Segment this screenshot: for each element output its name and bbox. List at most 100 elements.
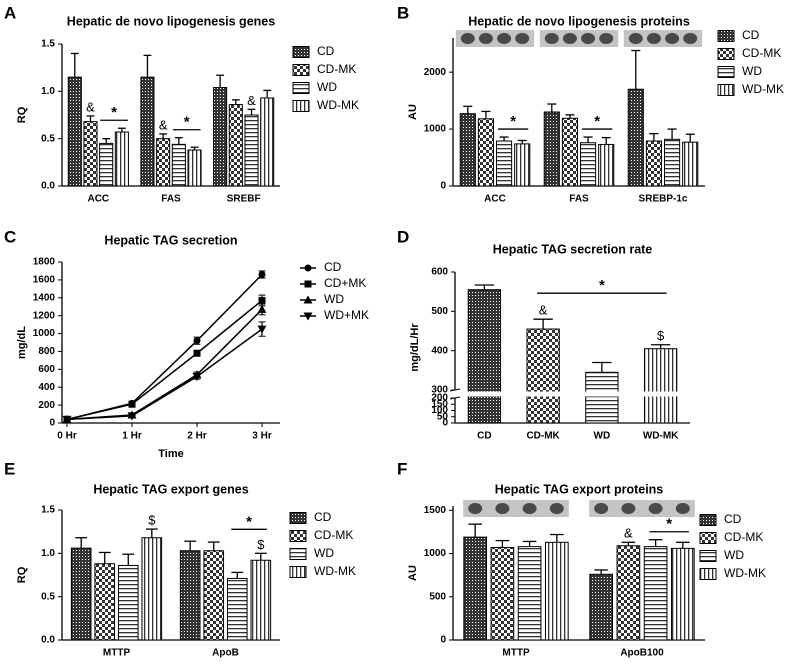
y-tick-label: 50 <box>437 411 449 422</box>
legend-swatch <box>717 84 735 96</box>
legend-label: CD <box>314 510 332 524</box>
bar <box>585 371 619 424</box>
blot-strip <box>623 30 703 47</box>
x-tick-label: CD-MK <box>526 431 560 442</box>
x-tick-label: WD-MK <box>643 431 679 442</box>
y-tick-label: 1600 <box>33 275 56 286</box>
blot-strip <box>589 500 695 517</box>
y-tick-label: 800 <box>38 346 55 357</box>
bar <box>67 76 82 187</box>
blot-band <box>648 503 663 514</box>
legend-label: WD-MK <box>742 82 784 96</box>
legend-label: WD-MK <box>724 566 766 580</box>
annotation: * <box>246 513 252 530</box>
panel: C Hepatic TAG secretion mg/dL 0 200 400 600 800… <box>4 227 369 459</box>
blot-band <box>549 503 564 514</box>
annotation: * <box>510 113 516 130</box>
x-tick-label: ACC <box>87 194 109 205</box>
blot-band <box>497 33 512 44</box>
y-tick-label: 500 <box>431 306 448 317</box>
bar <box>526 328 560 424</box>
marker <box>127 412 137 421</box>
legend-label: CD <box>324 260 342 274</box>
legend-label: CD-MK <box>317 62 356 76</box>
bar <box>589 573 614 641</box>
marker <box>258 271 266 279</box>
y-tick-label: 100 <box>431 405 448 416</box>
bar <box>70 547 92 641</box>
bar <box>140 76 155 187</box>
legend-swatch <box>699 532 717 544</box>
bar <box>682 141 699 187</box>
bar <box>496 140 513 187</box>
annotation: & <box>86 99 95 114</box>
blot-band <box>621 503 636 514</box>
y-tick-label: 1200 <box>33 310 56 321</box>
legend-swatch <box>289 566 307 578</box>
annotation: $ <box>257 537 265 552</box>
y-tick-label: 600 <box>431 267 448 278</box>
marker <box>257 325 267 334</box>
x-tick-label: ApoB100 <box>620 648 664 659</box>
bar <box>544 541 569 641</box>
blot-band <box>522 503 537 514</box>
y-tick-label: 0 <box>49 418 55 429</box>
bar <box>616 545 641 641</box>
chart-title: Hepatic TAG secretion <box>104 233 237 247</box>
chart-title: Hepatic de novo lipogenesis genes <box>67 14 275 28</box>
bar <box>670 547 695 641</box>
panel-letter: F <box>397 459 407 478</box>
legend-label: CD <box>742 28 760 42</box>
y-axis-label: mg/dL <box>16 326 28 359</box>
bar <box>171 143 186 187</box>
legend-marker <box>304 264 312 272</box>
legend-label: CD <box>317 44 335 58</box>
blot-strip <box>539 30 619 47</box>
panel-letter: E <box>4 459 15 478</box>
bar <box>226 577 248 641</box>
panel-letter: B <box>397 3 409 22</box>
y-tick-label: 0 <box>440 635 446 646</box>
line <box>66 308 263 421</box>
x-tick-label: ApoB <box>212 648 239 659</box>
legend-label: WD-MK <box>314 564 356 578</box>
y-tick-label: 0.0 <box>41 635 55 646</box>
chart-title: Hepatic TAG export genes <box>93 482 248 496</box>
legend-swatch <box>699 514 717 526</box>
legend-label: CD-MK <box>742 46 781 60</box>
bar <box>250 559 272 641</box>
blot-band <box>468 503 483 514</box>
x-tick-label: 1 Hr <box>122 431 142 442</box>
y-tick-label: 1000 <box>33 328 56 339</box>
blot-band <box>544 33 559 44</box>
bar <box>463 536 488 641</box>
annotation: * <box>666 516 672 533</box>
bar <box>490 546 515 641</box>
legend-swatch <box>699 550 717 562</box>
blot-strip <box>463 500 569 517</box>
annotation: & <box>539 303 548 318</box>
bar <box>514 143 531 187</box>
y-axis-label: mg/dL/Hr <box>409 323 421 372</box>
annotation: & <box>159 117 168 132</box>
blot-band <box>581 33 596 44</box>
y-tick-label: 300 <box>431 385 448 396</box>
legend-swatch <box>292 82 310 94</box>
annotation: * <box>599 277 605 294</box>
x-tick-label: MTTP <box>103 648 131 659</box>
legend-label: WD <box>724 548 744 562</box>
y-tick-label: 1500 <box>424 505 447 516</box>
legend-marker <box>303 295 313 304</box>
panel-letter: A <box>4 3 16 22</box>
y-axis-label: RQ <box>16 566 28 583</box>
bar <box>141 537 163 641</box>
panel: F Hepatic TAG export proteins AU 0 500 1000 15… <box>397 459 766 658</box>
line <box>66 273 263 421</box>
blot-band <box>495 503 510 514</box>
x-tick-label: FAS <box>161 194 181 205</box>
y-tick-label: 150 <box>431 399 448 410</box>
annotation: & <box>247 93 256 108</box>
annotation: $ <box>148 513 156 528</box>
blot-band <box>594 503 609 514</box>
x-axis-label: Time <box>158 448 183 460</box>
